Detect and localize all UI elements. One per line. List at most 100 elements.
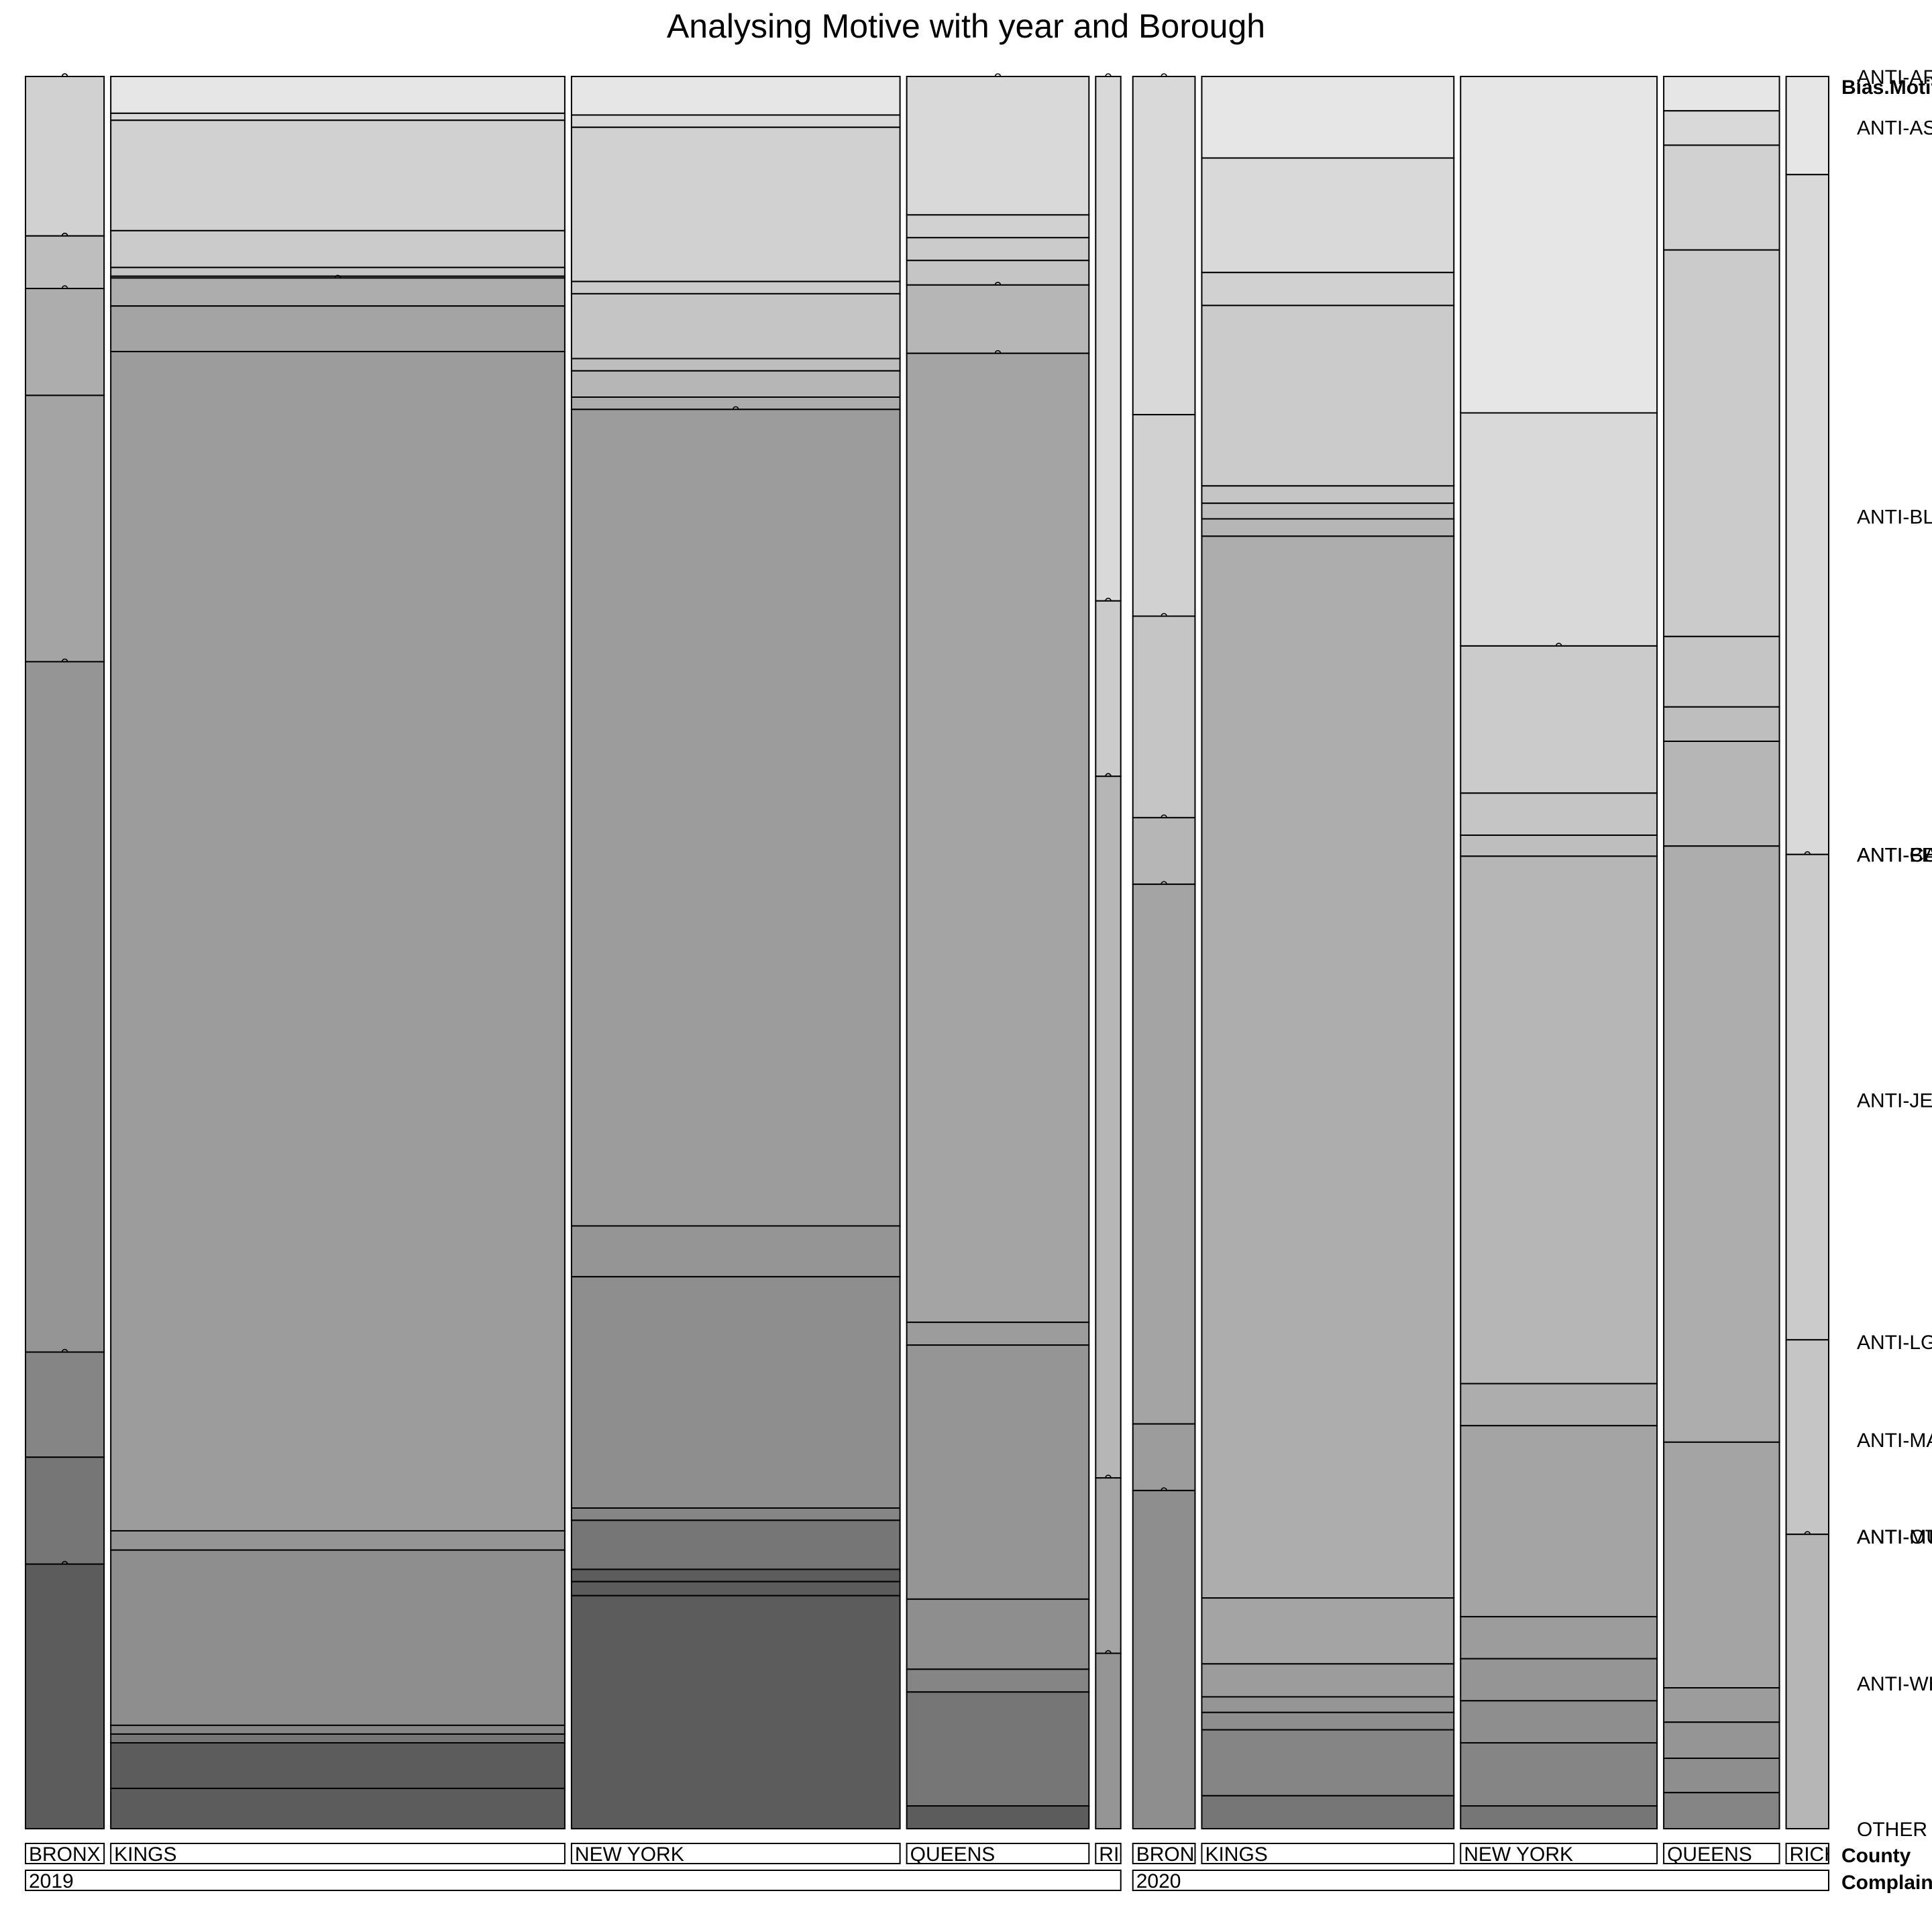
mosaic-cell: [570, 280, 901, 294]
mosaic-cell: [110, 1529, 566, 1551]
mosaic-cell: [1095, 1652, 1122, 1830]
column-2019-queens: [906, 73, 1090, 1829]
county-strip: [1201, 1843, 1455, 1864]
mosaic-cell: [1201, 1794, 1455, 1829]
mosaic-cell: [570, 292, 901, 360]
column-2020-new-york: [1460, 76, 1658, 1829]
county-strip: [25, 1843, 105, 1864]
county-strip: [1785, 1843, 1830, 1864]
mosaic-cell: [1201, 76, 1455, 159]
mosaic-cell: [1460, 76, 1658, 414]
mosaic-cell: [1460, 1383, 1658, 1427]
mosaic-cell: [1663, 1758, 1780, 1794]
column-2020-richmond: [1785, 76, 1830, 1830]
mosaic-cell: [1785, 1339, 1830, 1536]
county-strip-label: BRONX: [1136, 1843, 1208, 1866]
column-2020-queens: [1663, 76, 1780, 1830]
mosaic-cell: [570, 1519, 901, 1570]
motive-label: ANTI-OTHER: [1857, 1526, 1932, 1548]
motive-label: ANTI-JEWISH: [1857, 1089, 1932, 1112]
mosaic-cell: [906, 1322, 1090, 1346]
county-strip-label: RICHMOND: [1099, 1843, 1210, 1866]
mosaic-cell: [906, 1344, 1090, 1600]
motive-label: ANTI-MULTI: [1857, 1526, 1932, 1548]
motive-label: ANTI-CATHOLIC: [1857, 845, 1932, 867]
county-strip: [1663, 1843, 1780, 1864]
mosaic-cell: [906, 1805, 1090, 1829]
mosaic-cell: [1460, 855, 1658, 1385]
mosaic-cell: [110, 351, 566, 1532]
mosaic-cell: [906, 260, 1090, 286]
mosaic-cell: [1460, 834, 1658, 857]
county-strip: [1095, 1843, 1122, 1864]
mosaic-cell: [110, 1742, 566, 1789]
motive-label: ANTI-ARAB: [1857, 66, 1932, 89]
county-strip: [1132, 1843, 1196, 1864]
county-strip: [906, 1843, 1090, 1864]
mosaic-cell: [110, 119, 566, 231]
motive-label: ANTI-MUSLIM: [1857, 1526, 1932, 1548]
mosaic-cell: [1785, 174, 1830, 855]
mosaic-cell: [110, 305, 566, 353]
mosaic-cell: [1132, 883, 1196, 1425]
column-2019-kings: [110, 76, 566, 1830]
mosaic-cell: [1201, 305, 1455, 487]
motive-label: ANTI-LGBT: [1857, 1332, 1932, 1354]
mosaic-cell: [570, 126, 901, 282]
mosaic-cell: [1663, 741, 1780, 847]
mosaic-cell: [1095, 76, 1122, 602]
mosaic-cell: [1663, 249, 1780, 637]
county-strip-label: NEW YORK: [575, 1843, 684, 1866]
mosaic-cell: [25, 1456, 105, 1565]
mosaic-cell: [110, 112, 566, 121]
mosaic-cell: [25, 235, 105, 290]
mosaic-cell: [1460, 1425, 1658, 1617]
county-strip-label: RICHMOND: [1790, 1843, 1900, 1866]
mosaic-cell: [1663, 845, 1780, 1443]
mosaic-cell: [1460, 1742, 1658, 1807]
mosaic-cell: [1132, 76, 1196, 416]
mosaic-cell: [1663, 1687, 1780, 1723]
mosaic-cell: [1201, 518, 1455, 537]
motive-label: ANTI-BUDDHIST: [1857, 845, 1932, 867]
mosaic-cell: [1201, 272, 1455, 307]
mosaic-cell: [906, 284, 1090, 354]
year-strip: [1132, 1870, 1829, 1891]
motive-label: OTHER: [1857, 1819, 1927, 1841]
mosaic-cell: [570, 1225, 901, 1278]
mosaic-cell: [906, 76, 1090, 216]
mosaic-cell: [1201, 535, 1455, 1599]
motive-label: ANTI-MALE: [1857, 1430, 1932, 1452]
county-variable-name: County: [1841, 1845, 1911, 1867]
mosaic-cell: [1095, 775, 1122, 1479]
mosaic-cell: [25, 394, 105, 663]
mosaic-cell: [1132, 1489, 1196, 1830]
mosaic-cell: [1460, 1700, 1658, 1744]
motive-label: ANTI-BLACK: [1857, 506, 1932, 529]
mosaic-cell: [1132, 816, 1196, 885]
mosaic-cell: [1132, 414, 1196, 617]
mosaic-cell: [110, 76, 566, 114]
mosaic-cell: [1201, 1663, 1455, 1698]
column-2019-new-york: [570, 76, 901, 1829]
county-strip: [570, 1843, 901, 1864]
mosaic-cell: [25, 1351, 105, 1458]
mosaic-cell: [25, 661, 105, 1353]
mosaic-cell: [1095, 600, 1122, 777]
mosaic-cell: [570, 358, 901, 372]
mosaic-cell: [1785, 76, 1830, 176]
mosaic-cell: [570, 1507, 901, 1521]
motive-label: ANTI-ASIAN: [1857, 117, 1932, 140]
mosaic-cell: [1460, 1615, 1658, 1660]
mosaic-cell: [1201, 1711, 1455, 1731]
county-strip: [1460, 1843, 1658, 1864]
county-strip-label: BRONX: [29, 1843, 101, 1866]
mosaic-cell: [1785, 1534, 1830, 1830]
mosaic-cell: [1201, 1597, 1455, 1665]
mosaic-cell: [1201, 1729, 1455, 1796]
county-strip-label: KINGS: [1205, 1843, 1267, 1866]
mosaic-cell: [1201, 502, 1455, 520]
mosaic-cell: [906, 214, 1090, 239]
mosaic-cell: [25, 1563, 105, 1829]
